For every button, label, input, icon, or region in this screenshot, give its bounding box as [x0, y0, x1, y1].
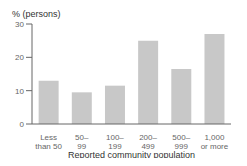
svg-text:500–999: 500–999 [172, 133, 190, 151]
svg-text:0: 0 [20, 120, 25, 129]
html-text:% (persons): % (persons) [12, 9, 61, 19]
svg-text:30: 30 [15, 20, 24, 29]
svg-text:Lessthan 50: Lessthan 50 [35, 133, 62, 151]
svg-text:10: 10 [15, 87, 24, 96]
svg-text:1,000or more: 1,000or more [201, 133, 229, 151]
svg-text:20: 20 [15, 53, 24, 62]
svg-text:50–99: 50–99 [75, 133, 89, 151]
svg-text:100–199: 100–199 [106, 133, 124, 151]
svg-text:Reported community population: Reported community population [68, 150, 195, 158]
svg-text:200–499: 200–499 [139, 133, 157, 151]
